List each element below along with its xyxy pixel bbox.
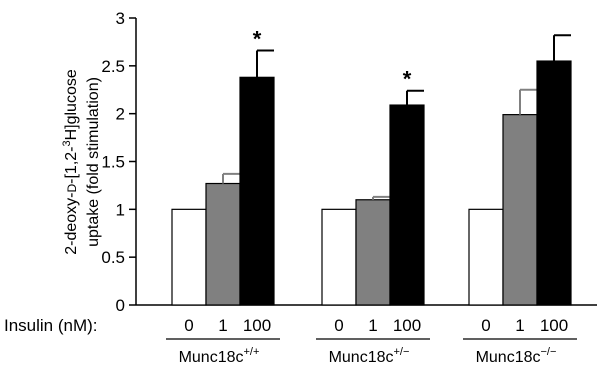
svg-text:2-deoxy-D-[1,2-3H]glucose: 2-deoxy-D-[1,2-3H]glucose [61,69,80,255]
group-label-2: Munc18c+/− [329,346,410,366]
y-axis-title-post: H]glucose [63,69,80,140]
y-axis-title-sup: 3 [61,140,73,146]
plot-area: 0 0.5 1 1.5 2 2.5 3 0 1 * 100 Munc18c+/+ 0 1 * 100 Munc1… [101,9,597,366]
bar-group2-cond2 [355,199,391,306]
condition-label-group3-cond1: 0 [481,316,490,335]
condition-label-group1-cond1: 0 [184,316,193,335]
condition-label-group2-cond1: 0 [334,316,343,335]
condition-label-group1-cond3: 100 [243,316,271,335]
group-label-1: Munc18c+/+ [179,346,260,366]
condition-label-group2-cond2: 1 [368,316,377,335]
bar-group1-cond1 [171,208,207,306]
bar-group3-cond1 [468,208,504,306]
insulin-row-label: Insulin (nM): [4,316,98,335]
y-tick-label-2: 1 [116,200,125,219]
condition-label-group3-cond3: 100 [540,316,568,335]
y-axis-title-line2: uptake (fold stimulation) [85,77,102,247]
y-tick-label-4: 2 [116,105,125,124]
bar-group2-cond1 [321,208,357,306]
y-tick-label-6: 3 [116,9,125,28]
condition-label-group3-cond2: 1 [515,316,524,335]
bar-group3-cond3 [536,60,572,306]
y-axis-title: 2-deoxy-D-[1,2-3H]glucose uptake (fold s… [61,69,102,255]
y-tick-label-5: 2.5 [101,57,125,76]
y-tick-label-1: 0.5 [101,248,125,267]
bar-group1-cond2 [205,182,241,306]
y-tick-label-0: 0 [116,296,125,315]
bar-group1-cond3 [239,76,275,306]
bar-group3-cond2 [502,114,538,306]
group-label-3: Munc18c−/− [476,346,557,366]
significance-star-group1: * [253,27,262,52]
y-axis-title-d: D [65,184,79,193]
y-axis-title-pre: 2-deoxy- [63,193,80,255]
condition-label-group1-cond2: 1 [218,316,227,335]
condition-label-group2-cond3: 100 [393,316,421,335]
significance-star-group2: * [403,67,412,92]
y-axis-title-mid: -[1,2- [63,147,80,184]
bar-group2-cond3 [389,104,425,306]
y-tick-label-3: 1.5 [101,153,125,172]
